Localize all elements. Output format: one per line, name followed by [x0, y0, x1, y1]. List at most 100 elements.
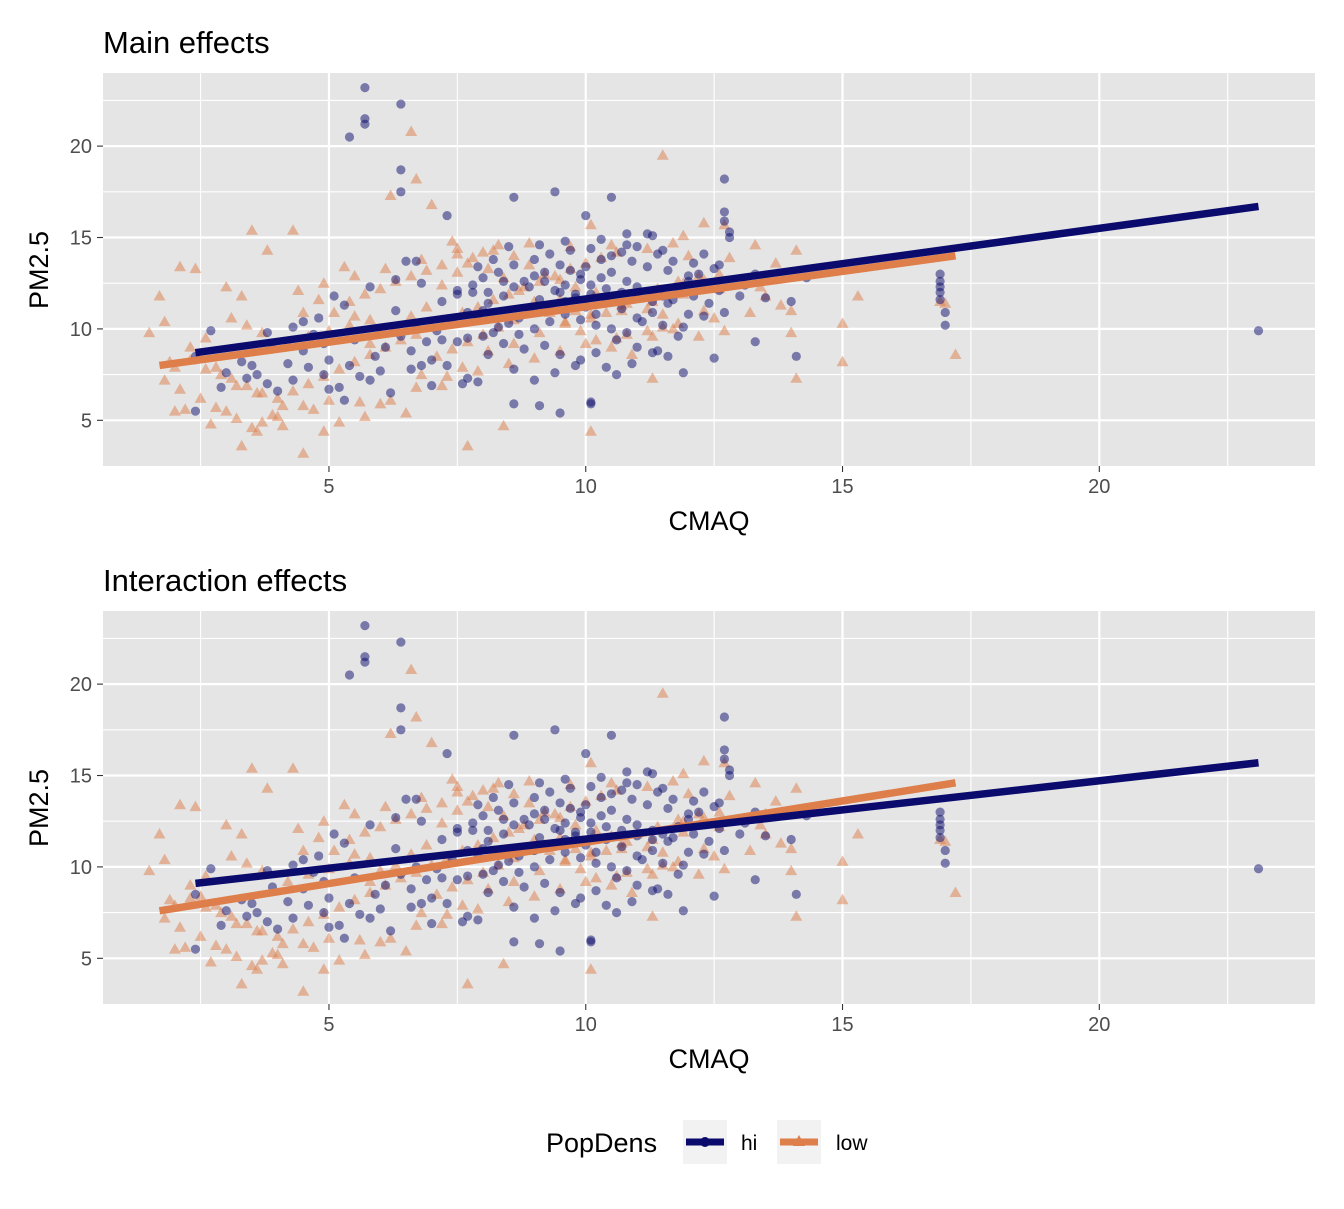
hi-point: [647, 769, 658, 779]
low-point: [276, 399, 289, 411]
hi-point: [791, 889, 801, 899]
low-point: [235, 290, 248, 301]
hi-point: [529, 913, 539, 923]
low-point: [415, 906, 428, 918]
low-point: [477, 246, 490, 257]
hi-point: [617, 304, 627, 314]
hi-point: [663, 889, 673, 899]
x-tick-label: 10: [575, 476, 597, 498]
low-point: [143, 326, 156, 338]
hi-point: [437, 296, 447, 307]
low-point: [384, 394, 397, 405]
hi-point: [509, 192, 519, 202]
hi-point: [396, 637, 406, 647]
low-point: [507, 787, 520, 799]
low-point: [600, 306, 613, 317]
hi-point: [786, 296, 796, 307]
y-axis-title: PM2.5: [24, 769, 54, 847]
hi-point: [596, 234, 606, 244]
low-point: [292, 822, 305, 834]
hi-point: [344, 132, 355, 142]
hi-point: [601, 900, 611, 910]
hi-point: [509, 282, 519, 292]
hi-point: [581, 800, 591, 810]
hi-point: [606, 789, 617, 799]
hi-point: [694, 807, 704, 817]
hi-point: [483, 887, 493, 898]
low-point: [358, 826, 371, 837]
hi-point: [478, 811, 488, 821]
hi-point: [940, 307, 950, 318]
low-point: [379, 262, 392, 274]
low-point: [574, 862, 587, 874]
hi-point: [688, 258, 699, 268]
low-point: [364, 313, 377, 325]
low-point: [697, 216, 710, 228]
hi-point: [534, 939, 545, 949]
hi-point: [416, 816, 427, 826]
low-point: [656, 687, 669, 698]
low-point: [338, 798, 351, 810]
hi-point: [339, 300, 349, 310]
hi-point: [586, 280, 596, 290]
low-point: [744, 306, 757, 317]
hi-point: [683, 847, 694, 857]
low-point: [718, 324, 731, 336]
hi-point: [401, 256, 411, 266]
low-point: [697, 754, 710, 766]
low-point: [769, 257, 782, 268]
hi-point: [498, 829, 509, 839]
hi-point: [529, 792, 539, 803]
hi-point: [529, 375, 539, 385]
hi-point: [206, 326, 216, 336]
low-point: [744, 844, 757, 855]
low-point: [251, 924, 264, 936]
hi-point: [355, 909, 365, 920]
y-axis-ticks: 5 10 15 20: [70, 674, 103, 970]
low-point: [251, 963, 264, 974]
hi-point: [622, 229, 632, 239]
hi-point: [221, 368, 231, 378]
low-point: [441, 908, 454, 919]
hi-point: [611, 335, 622, 345]
y-tick-label: 5: [81, 410, 92, 432]
hi-point: [658, 320, 668, 330]
low-point: [240, 917, 253, 929]
low-point: [559, 855, 572, 866]
hi-point: [658, 783, 668, 793]
low-point: [189, 262, 202, 274]
low-point: [374, 397, 387, 409]
hi-point: [591, 348, 601, 358]
low-point: [374, 282, 387, 294]
low-point: [225, 311, 238, 323]
low-point: [441, 370, 454, 381]
low-point: [287, 923, 300, 934]
low-point: [230, 379, 243, 391]
hi-point: [416, 898, 427, 909]
hi-point: [719, 845, 730, 856]
hi-point: [714, 798, 724, 808]
hi-point: [509, 364, 519, 374]
low-point: [641, 324, 654, 336]
low-point: [405, 663, 418, 674]
low-point: [656, 149, 669, 160]
low-point: [358, 288, 371, 299]
low-point: [384, 932, 397, 943]
hi-point: [442, 898, 452, 909]
legend-marker-low: [793, 1135, 805, 1146]
low-point: [384, 727, 397, 738]
x-tick-label: 5: [323, 1014, 334, 1036]
interaction-effects-title: Interaction effects: [103, 563, 347, 598]
low-point: [328, 844, 341, 855]
hi-point: [375, 904, 385, 914]
hi-point: [416, 360, 427, 371]
hi-point: [509, 730, 519, 740]
low-point: [292, 284, 305, 296]
hi-point: [688, 829, 699, 839]
low-point: [461, 795, 474, 806]
hi-point: [365, 913, 375, 923]
hi-point: [591, 858, 601, 868]
low-point: [466, 789, 479, 801]
hi-point: [581, 262, 591, 272]
hi-point: [719, 745, 730, 755]
